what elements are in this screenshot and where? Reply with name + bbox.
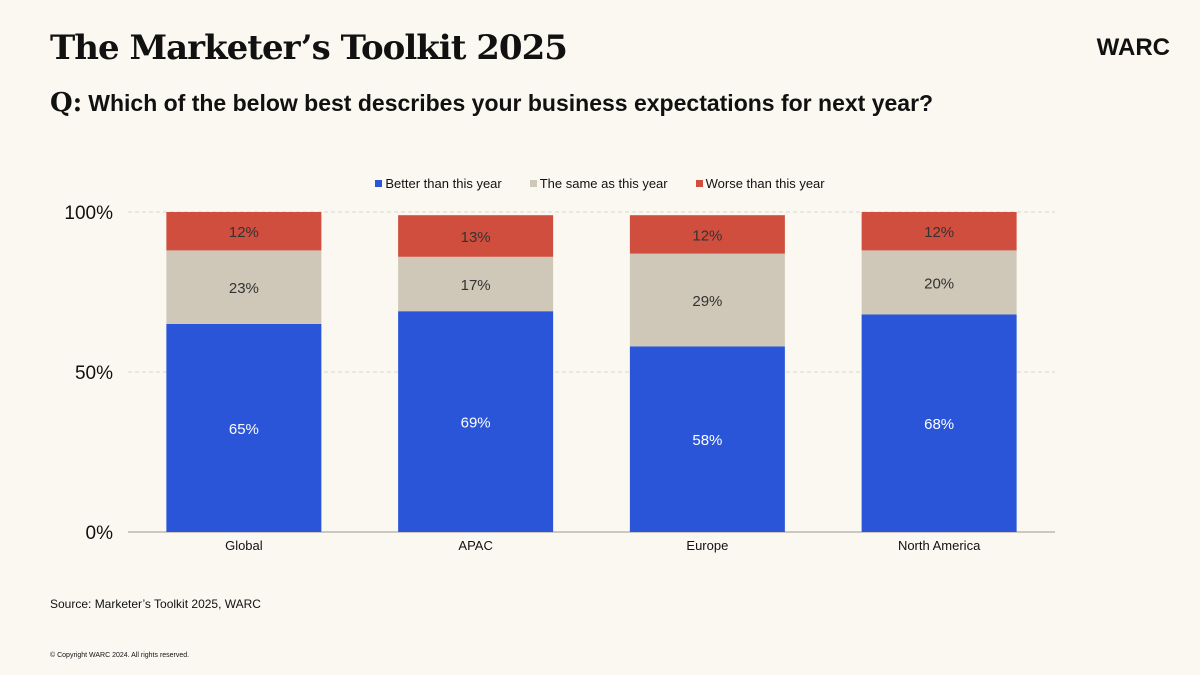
bar-segment-global-worse <box>166 212 322 251</box>
data-label: 12% <box>692 227 722 244</box>
data-label: 69% <box>461 415 491 432</box>
data-label: 17% <box>461 277 491 294</box>
x-tick-label: Global <box>225 538 263 553</box>
data-label: 12% <box>229 224 259 241</box>
question-prefix: Q: <box>50 88 83 118</box>
legend-label-better: Better than this year <box>385 176 502 191</box>
data-label: 65% <box>229 421 259 438</box>
bar-segment-apac-same <box>398 256 554 312</box>
question-text: Q: Which of the below best describes your… <box>50 88 933 118</box>
bar-segment-apac-better <box>398 311 554 532</box>
source-note: Source: Marketer’s Toolkit 2025, WARC <box>50 597 261 611</box>
bar-segment-north-america-worse <box>861 212 1017 251</box>
chart-legend: Better than this year The same as this y… <box>0 176 1200 191</box>
data-label: 58% <box>692 432 722 449</box>
legend-item-better: Better than this year <box>375 176 502 191</box>
x-tick-label: North America <box>898 538 981 553</box>
y-tick-label: 0% <box>86 523 114 544</box>
data-label: 20% <box>924 275 954 292</box>
legend-swatch-better <box>375 180 383 187</box>
bar-segment-europe-worse <box>629 215 785 254</box>
y-tick-label: 100% <box>64 203 113 224</box>
legend-item-worse: Worse than this year <box>695 176 825 191</box>
bar-segment-apac-worse <box>398 215 554 257</box>
legend-label-same: The same as this year <box>539 176 668 191</box>
data-label: 23% <box>229 280 259 297</box>
data-label: 68% <box>924 416 954 433</box>
bar-segment-europe-better <box>629 346 785 532</box>
bar-segment-global-better <box>166 324 322 532</box>
y-tick-label: 50% <box>75 363 113 384</box>
legend-swatch-same <box>529 180 537 187</box>
data-label: 12% <box>924 224 954 241</box>
bar-segment-north-america-better <box>861 314 1017 532</box>
bar-segment-north-america-same <box>861 250 1017 315</box>
x-tick-label: APAC <box>458 538 492 553</box>
legend-label-worse: Worse than this year <box>705 176 825 191</box>
data-label: 13% <box>461 229 491 246</box>
question-body: Which of the below best describes your b… <box>88 90 934 116</box>
bar-segment-europe-same <box>629 253 785 347</box>
copyright-note: © Copyright WARC 2024. All rights reserv… <box>50 652 190 659</box>
x-tick-label: Europe <box>686 538 728 553</box>
data-label: 29% <box>692 293 722 310</box>
warc-logo: WARC <box>1096 34 1170 61</box>
legend-swatch-worse <box>695 180 703 187</box>
legend-item-same: The same as this year <box>529 176 668 191</box>
page-title: The Marketer’s Toolkit 2025 <box>50 28 568 68</box>
bar-segment-global-same <box>166 250 322 324</box>
